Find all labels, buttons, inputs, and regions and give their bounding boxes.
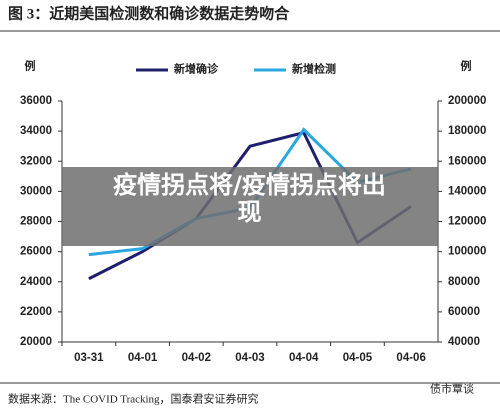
y2-tick-label: 140000 xyxy=(448,185,486,197)
x-tick-label: 04-02 xyxy=(182,352,211,364)
y-tick-label: 32000 xyxy=(20,155,52,167)
chart-title: 图 3：近期美国检测数和确诊数据走势吻合 xyxy=(8,4,290,22)
overlay-text: 疫情拐点将/疫情拐点将出现 xyxy=(113,171,386,226)
x-tick-label: 04-04 xyxy=(289,352,319,364)
y2-tick-label: 100000 xyxy=(448,246,486,258)
y-tick-label: 28000 xyxy=(20,216,52,228)
y-tick-label: 30000 xyxy=(20,185,52,197)
x-tick-label: 04-06 xyxy=(396,352,425,364)
y-axis-label: 例 xyxy=(25,59,36,73)
y2-tick-label: 40000 xyxy=(448,336,480,348)
x-tick-label: 04-03 xyxy=(235,352,264,364)
y2-tick-label: 200000 xyxy=(448,95,486,107)
y-tick-label: 34000 xyxy=(20,125,52,137)
y2-tick-label: 120000 xyxy=(448,216,486,228)
x-tick-label: 03-31 xyxy=(74,352,104,364)
x-tick-label: 04-01 xyxy=(128,352,158,364)
y2-tick-label: 60000 xyxy=(448,306,480,318)
y-tick-label: 22000 xyxy=(20,306,52,318)
y2-axis-label: 例 xyxy=(461,59,472,73)
y2-tick-label: 80000 xyxy=(448,276,480,288)
y-tick-label: 36000 xyxy=(20,95,52,107)
y-tick-label: 20000 xyxy=(20,336,52,348)
x-tick-label: 04-05 xyxy=(343,352,373,364)
y2-tick-label: 180000 xyxy=(448,125,486,137)
watermark: 债市覃谈 xyxy=(430,382,474,396)
legend-label: 新增检测 xyxy=(292,62,336,76)
legend-label: 新增确诊 xyxy=(174,62,219,76)
y-tick-label: 26000 xyxy=(20,246,52,258)
overlay-band xyxy=(62,167,438,246)
y-tick-label: 24000 xyxy=(20,276,52,288)
source-note: 数据来源：The COVID Tracking，国泰君安证券研究 xyxy=(8,392,259,406)
y2-tick-label: 160000 xyxy=(448,155,486,167)
